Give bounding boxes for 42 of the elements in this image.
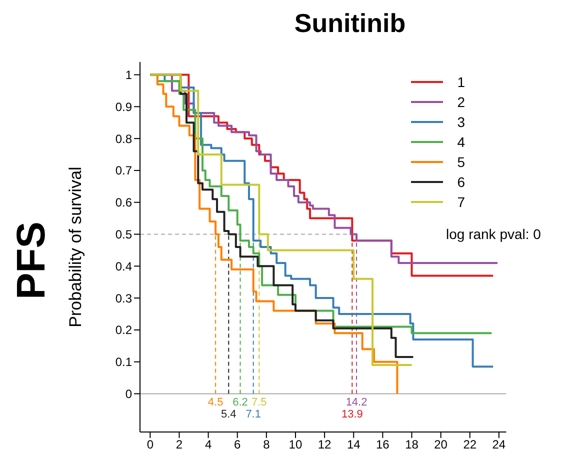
x-tick-label: 22 bbox=[463, 438, 477, 452]
y-tick-label: 0.5 bbox=[115, 228, 132, 242]
y-tick-label: 0.2 bbox=[115, 323, 132, 338]
legend-label: 1 bbox=[457, 74, 465, 90]
legend-label: 4 bbox=[457, 134, 465, 150]
ref-line-label: 6.2 bbox=[232, 396, 248, 409]
y-tick-label: 0.8 bbox=[115, 132, 132, 146]
y-tick-label: 0.3 bbox=[115, 291, 132, 306]
x-tick-label: 18 bbox=[405, 438, 419, 452]
y-tick-label: 0.6 bbox=[115, 196, 132, 210]
annotation: log rank pval: 0 bbox=[446, 226, 541, 242]
x-tick-label: 8 bbox=[263, 438, 270, 452]
ref-line-label: 4.5 bbox=[208, 396, 224, 409]
y-tick-label: 0.4 bbox=[115, 259, 132, 274]
y-tick-label: 0.1 bbox=[115, 355, 132, 370]
x-tick-label: 24 bbox=[492, 438, 506, 452]
y-axis-title: Probability of survival bbox=[66, 166, 86, 328]
legend-label: 3 bbox=[457, 114, 465, 130]
x-tick-label: 16 bbox=[376, 438, 390, 452]
x-tick-label: 4 bbox=[204, 438, 212, 452]
y-tick-label: 0 bbox=[125, 386, 132, 401]
chart-title: Sunitinib bbox=[293, 8, 407, 39]
ref-line-label: 7.5 bbox=[252, 396, 267, 409]
x-tick-label: 2 bbox=[176, 438, 183, 452]
x-tick-label: 20 bbox=[434, 438, 448, 452]
ref-line-label: 5.4 bbox=[220, 408, 236, 421]
x-tick-label: 0 bbox=[146, 438, 154, 452]
legend-label: 5 bbox=[457, 154, 465, 170]
y-tick-label: 0.9 bbox=[115, 100, 132, 114]
legend-label: 6 bbox=[457, 174, 465, 190]
legend-label: 7 bbox=[457, 194, 465, 210]
y-tick-label: 1 bbox=[125, 68, 132, 82]
x-tick-label: 14 bbox=[346, 438, 361, 452]
x-tick-label: 6 bbox=[234, 438, 242, 452]
ref-line-label: 13.9 bbox=[341, 408, 363, 421]
y-tick-label: 0.7 bbox=[115, 164, 132, 178]
x-tick-label: 12 bbox=[318, 438, 332, 452]
text: PFS bbox=[10, 221, 54, 299]
legend-label: 2 bbox=[457, 94, 465, 110]
x-tick-label: 10 bbox=[288, 438, 302, 452]
ref-line-label: 14.2 bbox=[346, 396, 368, 409]
ref-line-label: 7.1 bbox=[246, 408, 261, 421]
